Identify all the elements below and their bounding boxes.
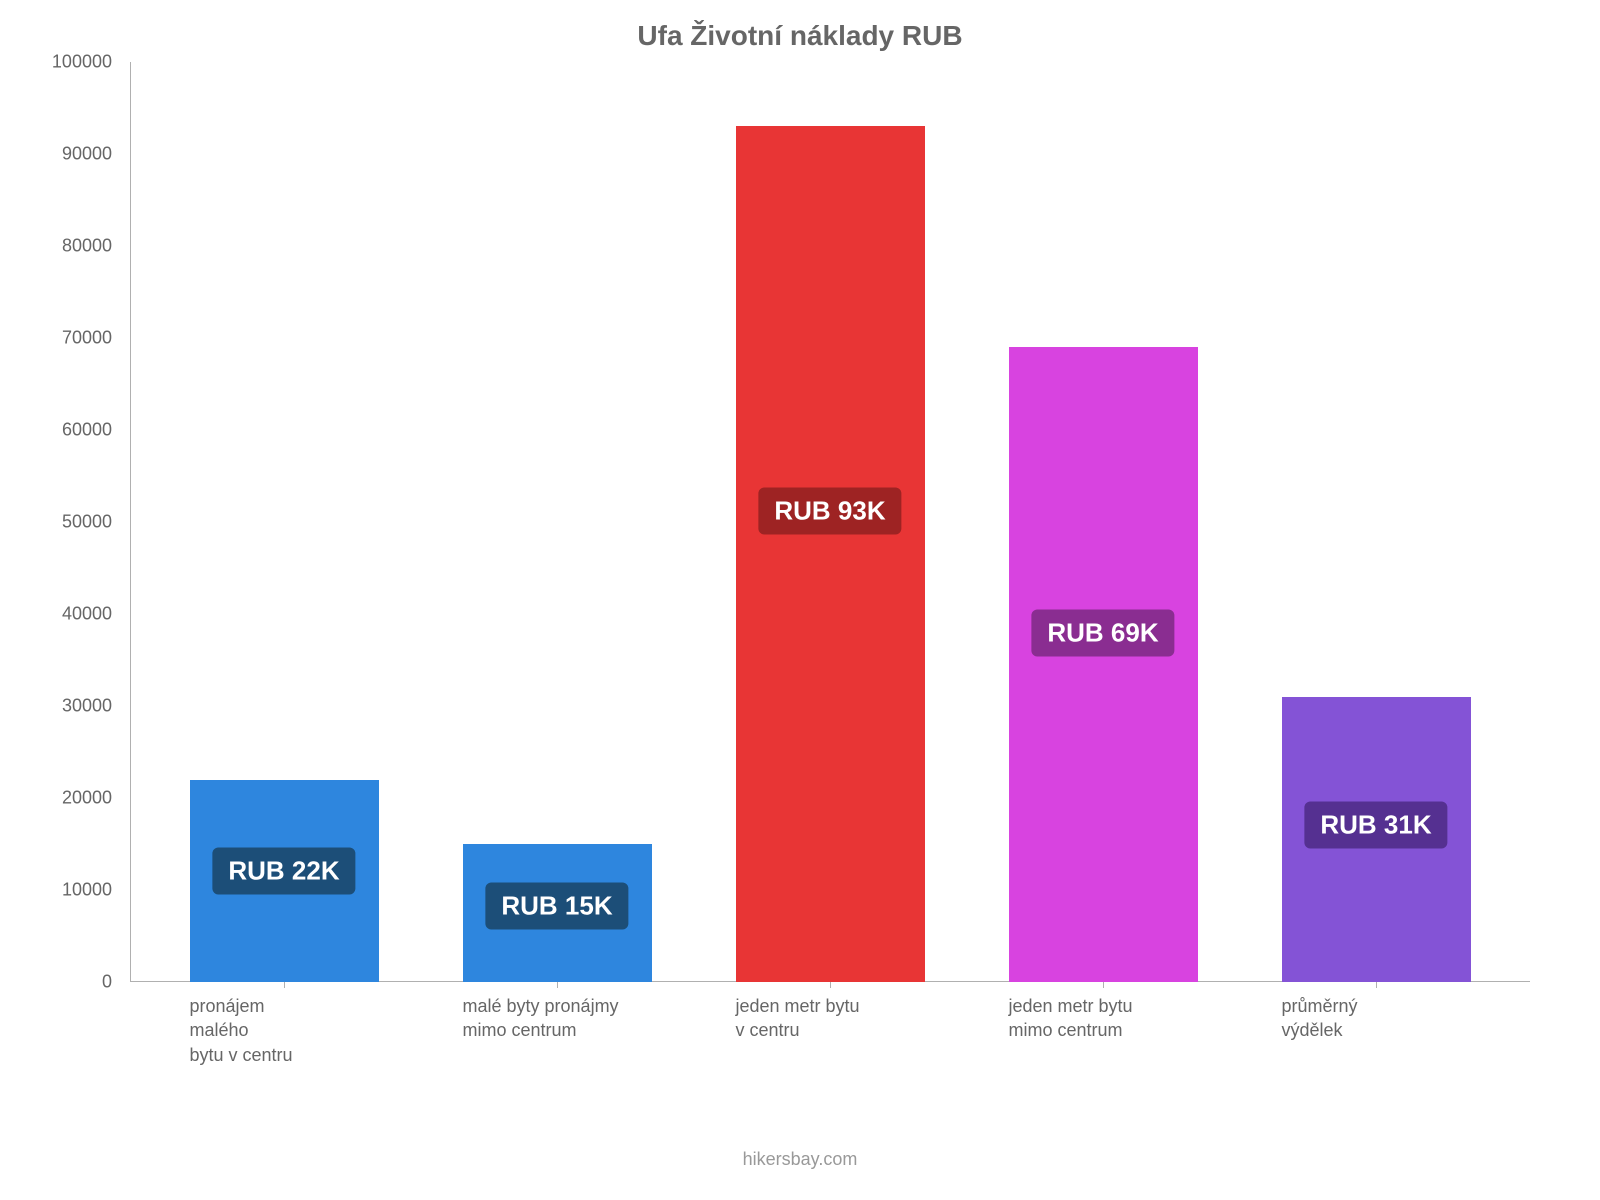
plot-area: 0100002000030000400005000060000700008000…	[130, 62, 1530, 982]
y-tick-label: 60000	[62, 420, 112, 441]
attribution-text: hikersbay.com	[743, 1149, 858, 1170]
x-axis-label: jeden metr bytuv centru	[736, 994, 936, 1043]
bars-group: RUB 22K RUB 15K RUB 93K RUB 69K RUB 31K	[130, 62, 1530, 982]
x-tick-mark	[284, 982, 285, 988]
x-axis-label: malé byty pronájmymimo centrum	[463, 994, 663, 1043]
y-tick-label: 70000	[62, 328, 112, 349]
y-tick-label: 100000	[52, 52, 112, 73]
y-tick-label: 0	[102, 972, 112, 993]
x-tick-mark	[557, 982, 558, 988]
x-tick-mark	[1376, 982, 1377, 988]
bar-value-label: RUB 69K	[1031, 609, 1174, 656]
bar	[736, 126, 925, 982]
bar-value-label: RUB 15K	[485, 883, 628, 930]
y-tick-label: 30000	[62, 696, 112, 717]
x-tick-mark	[1103, 982, 1104, 988]
bar	[1009, 347, 1198, 982]
y-tick-label: 10000	[62, 880, 112, 901]
x-tick-mark	[830, 982, 831, 988]
chart-title: Ufa Životní náklady RUB	[40, 20, 1560, 52]
bar-value-label: RUB 22K	[212, 847, 355, 894]
y-tick-label: 50000	[62, 512, 112, 533]
x-axis-label: jeden metr bytumimo centrum	[1009, 994, 1209, 1043]
chart-container: Ufa Životní náklady RUB 0100002000030000…	[40, 20, 1560, 1140]
y-tick-label: 20000	[62, 788, 112, 809]
x-axis-label: průměrnývýdělek	[1282, 994, 1482, 1043]
y-tick-label: 40000	[62, 604, 112, 625]
y-tick-label: 90000	[62, 144, 112, 165]
bar-value-label: RUB 93K	[758, 488, 901, 535]
y-tick-label: 80000	[62, 236, 112, 257]
x-axis-label: pronájemmaléhobytu v centru	[190, 994, 390, 1067]
y-axis: 0100002000030000400005000060000700008000…	[40, 62, 120, 982]
bar-value-label: RUB 31K	[1304, 802, 1447, 849]
